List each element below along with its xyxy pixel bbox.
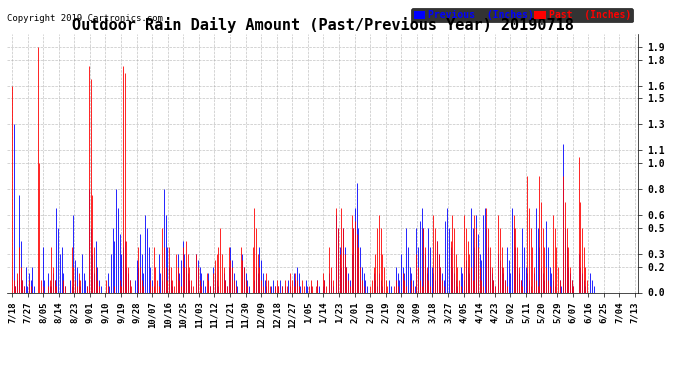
Title: Outdoor Rain Daily Amount (Past/Previous Year) 20190718: Outdoor Rain Daily Amount (Past/Previous… [72, 16, 573, 33]
Text: Copyright 2019 Cartronics.com: Copyright 2019 Cartronics.com [7, 14, 163, 23]
Legend: Previous  (Inches), Past  (Inches): Previous (Inches), Past (Inches) [411, 8, 633, 22]
